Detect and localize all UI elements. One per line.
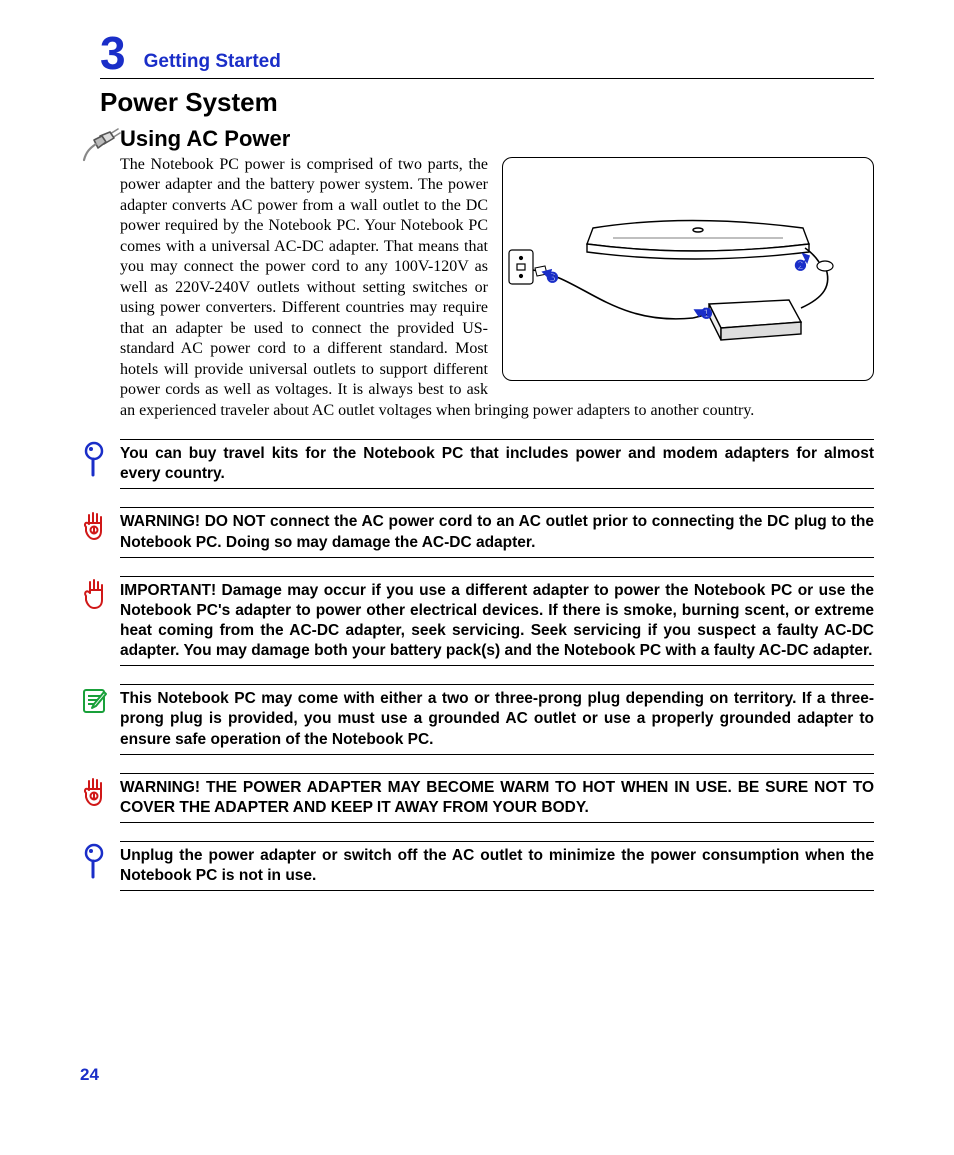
subsection-content: Using AC Power [120,126,874,421]
callout-text: WARNING! THE POWER ADAPTER MAY BECOME WA… [120,773,874,823]
callout-tip: You can buy travel kits for the Notebook… [80,439,874,489]
callout-text: You can buy travel kits for the Notebook… [120,439,874,489]
ac-plug-icon [80,126,124,166]
callout-tip: Unplug the power adapter or switch off t… [80,841,874,891]
body-wrap: ➊ ➋ ➌ The Notebook PC power is comprised… [120,155,874,421]
figure-label-3: ➌ [547,270,558,286]
warning-hand-icon [80,509,124,543]
chapter-number: 3 [100,30,126,76]
callout-text: Unplug the power adapter or switch off t… [120,841,874,891]
callout-warning: WARNING! DO NOT connect the AC power cor… [80,507,874,557]
section-title: Power System [100,87,874,118]
manual-page: 3 Getting Started Power System Using AC … [0,0,954,1155]
figure-label-1: ➊ [701,306,712,322]
tip-icon [80,441,124,479]
important-hand-icon [80,578,124,612]
power-diagram: ➊ ➋ ➌ [502,157,874,381]
tip-icon [80,843,124,881]
subsection-row: Using AC Power [80,126,874,421]
page-number: 24 [80,1065,99,1085]
note-icon [80,686,124,716]
callout-important: IMPORTANT! Damage may occur if you use a… [80,576,874,667]
subsection-title: Using AC Power [120,126,874,152]
callout-text: WARNING! DO NOT connect the AC power cor… [120,507,874,557]
callout-note: This Notebook PC may come with either a … [80,684,874,754]
callout-text: This Notebook PC may come with either a … [120,684,874,754]
figure-label-2: ➋ [795,258,806,274]
callout-warning: WARNING! THE POWER ADAPTER MAY BECOME WA… [80,773,874,823]
chapter-title: Getting Started [144,52,281,71]
warning-hand-icon [80,775,124,809]
chapter-header: 3 Getting Started [100,30,874,79]
callout-text: IMPORTANT! Damage may occur if you use a… [120,576,874,667]
